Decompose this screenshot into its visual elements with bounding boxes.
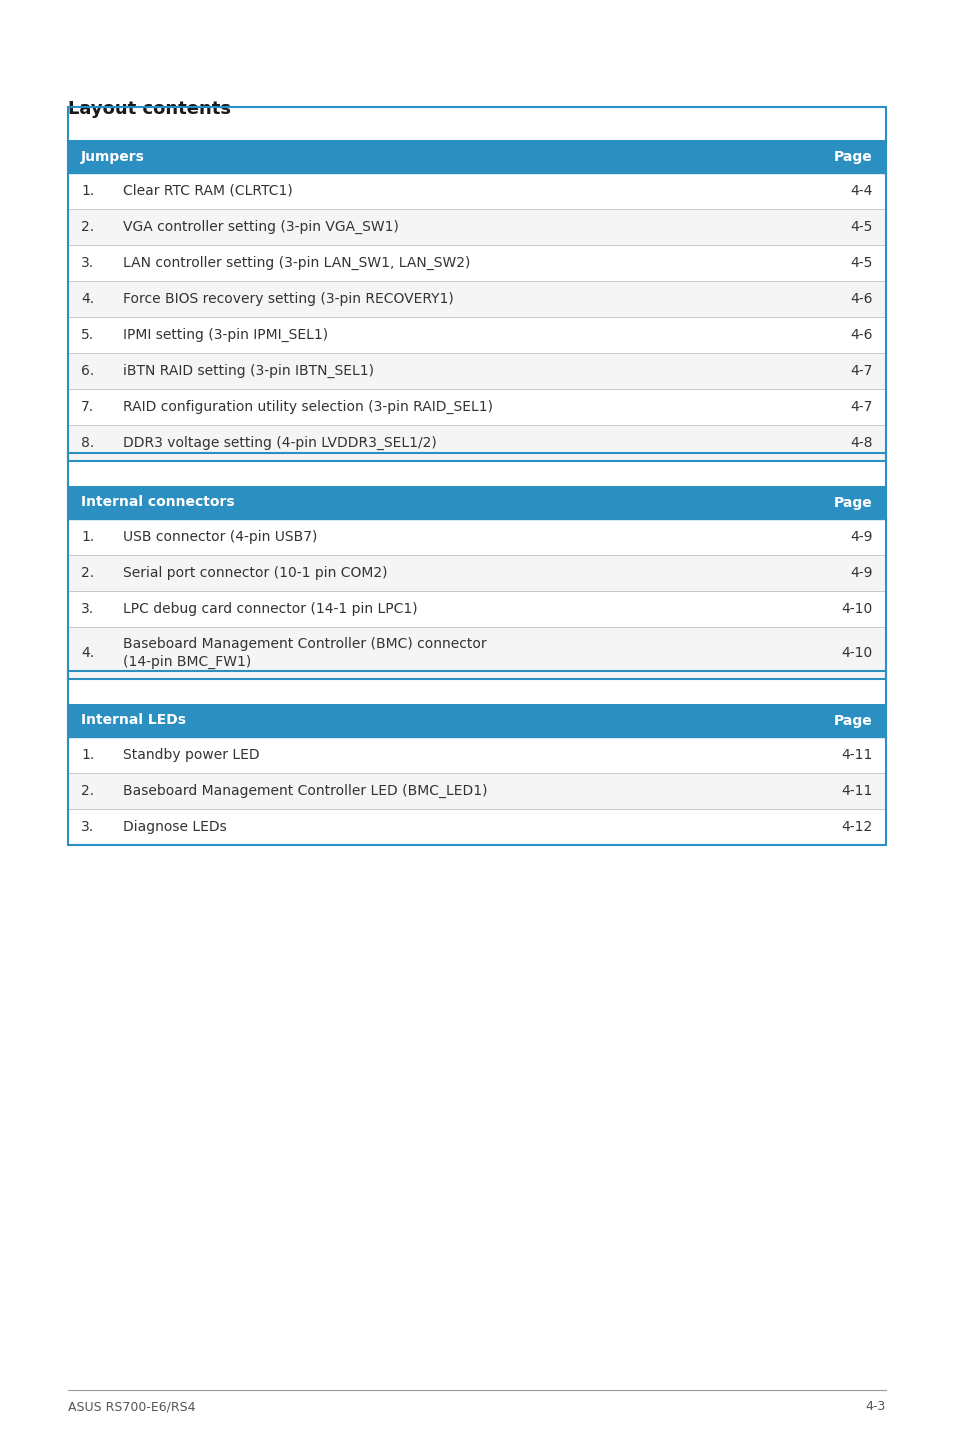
Text: 3.: 3. (81, 603, 94, 615)
Text: Internal connectors: Internal connectors (81, 496, 234, 509)
Bar (68, 672, 885, 846)
Text: USB connector (4-pin USB7): USB connector (4-pin USB7) (123, 531, 317, 544)
Text: Layout contents: Layout contents (68, 101, 231, 118)
Text: 4-8: 4-8 (850, 436, 872, 450)
Text: LAN controller setting (3-pin LAN_SW1, LAN_SW2): LAN controller setting (3-pin LAN_SW1, L… (123, 256, 470, 270)
Text: (14-pin BMC_FW1): (14-pin BMC_FW1) (123, 656, 251, 670)
Bar (68, 390, 885, 426)
Bar (68, 426, 885, 462)
Bar (68, 486, 885, 519)
Text: Clear RTC RAM (CLRTC1): Clear RTC RAM (CLRTC1) (123, 184, 293, 198)
Text: 2.: 2. (81, 784, 94, 798)
Text: Jumpers: Jumpers (81, 150, 145, 164)
Text: 3.: 3. (81, 820, 94, 834)
Text: 1.: 1. (81, 184, 94, 198)
Text: Internal LEDs: Internal LEDs (81, 713, 186, 728)
Bar (68, 591, 885, 627)
Text: 4-6: 4-6 (850, 328, 872, 342)
Text: LPC debug card connector (14-1 pin LPC1): LPC debug card connector (14-1 pin LPC1) (123, 603, 417, 615)
Text: 7.: 7. (81, 400, 94, 414)
Bar (68, 738, 885, 774)
Text: 4.: 4. (81, 646, 94, 660)
Bar (68, 627, 885, 679)
Text: 2.: 2. (81, 220, 94, 234)
Text: RAID configuration utility selection (3-pin RAID_SEL1): RAID configuration utility selection (3-… (123, 400, 493, 414)
Text: Baseboard Management Controller (BMC) connector: Baseboard Management Controller (BMC) co… (123, 637, 486, 650)
Text: 8.: 8. (81, 436, 94, 450)
Bar (68, 555, 885, 591)
Text: 4-11: 4-11 (841, 748, 872, 762)
Text: VGA controller setting (3-pin VGA_SW1): VGA controller setting (3-pin VGA_SW1) (123, 220, 398, 234)
Text: Page: Page (833, 713, 872, 728)
Text: 1.: 1. (81, 748, 94, 762)
Bar (68, 106, 885, 462)
Text: 1.: 1. (81, 531, 94, 544)
Text: Baseboard Management Controller LED (BMC_LED1): Baseboard Management Controller LED (BMC… (123, 784, 487, 798)
Text: 4.: 4. (81, 292, 94, 306)
Text: DDR3 voltage setting (4-pin LVDDR3_SEL1/2): DDR3 voltage setting (4-pin LVDDR3_SEL1/… (123, 436, 436, 450)
Text: 4-5: 4-5 (850, 220, 872, 234)
Text: 4-3: 4-3 (864, 1401, 885, 1414)
Text: Page: Page (833, 150, 872, 164)
Text: 4-11: 4-11 (841, 784, 872, 798)
Text: 4-9: 4-9 (850, 567, 872, 580)
Text: 4-9: 4-9 (850, 531, 872, 544)
Bar (68, 209, 885, 244)
Bar (68, 173, 885, 209)
Text: 5.: 5. (81, 328, 94, 342)
Bar (68, 519, 885, 555)
Text: ASUS RS700-E6/RS4: ASUS RS700-E6/RS4 (68, 1401, 195, 1414)
Text: 6.: 6. (81, 364, 94, 378)
Text: 4-12: 4-12 (841, 820, 872, 834)
Text: Force BIOS recovery setting (3-pin RECOVERY1): Force BIOS recovery setting (3-pin RECOV… (123, 292, 454, 306)
Text: Standby power LED: Standby power LED (123, 748, 259, 762)
Text: 4-7: 4-7 (850, 364, 872, 378)
Text: 4-7: 4-7 (850, 400, 872, 414)
Bar (68, 244, 885, 280)
Text: Serial port connector (10-1 pin COM2): Serial port connector (10-1 pin COM2) (123, 567, 387, 580)
Text: Diagnose LEDs: Diagnose LEDs (123, 820, 227, 834)
Bar (68, 705, 885, 738)
Text: IPMI setting (3-pin IPMI_SEL1): IPMI setting (3-pin IPMI_SEL1) (123, 328, 328, 342)
Bar (68, 280, 885, 316)
Text: 4-10: 4-10 (841, 646, 872, 660)
Text: 4-4: 4-4 (850, 184, 872, 198)
Text: 4-5: 4-5 (850, 256, 872, 270)
Text: 3.: 3. (81, 256, 94, 270)
Bar (68, 774, 885, 810)
Bar (68, 352, 885, 390)
Text: Page: Page (833, 496, 872, 509)
Text: 4-6: 4-6 (850, 292, 872, 306)
Bar (68, 453, 885, 679)
Text: iBTN RAID setting (3-pin IBTN_SEL1): iBTN RAID setting (3-pin IBTN_SEL1) (123, 364, 374, 378)
Text: 2.: 2. (81, 567, 94, 580)
Bar (68, 139, 885, 173)
Bar (68, 316, 885, 352)
Text: 4-10: 4-10 (841, 603, 872, 615)
Bar (68, 810, 885, 846)
